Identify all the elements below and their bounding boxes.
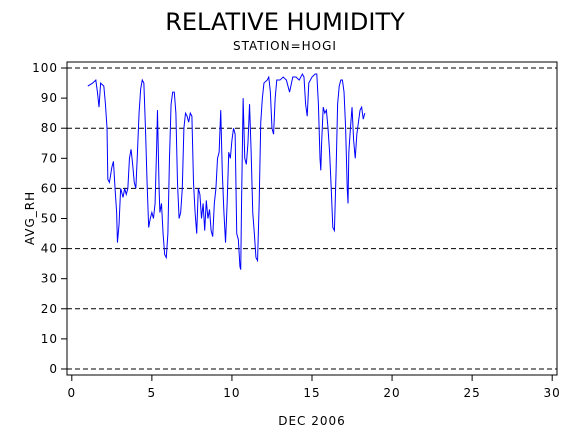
x-tick-label: 30 bbox=[544, 386, 561, 400]
x-tick-label: 20 bbox=[383, 386, 400, 400]
y-tick-label: 30 bbox=[41, 272, 58, 286]
y-tick-label: 10 bbox=[41, 332, 58, 346]
chart-subtitle: STATION=HOGI bbox=[233, 39, 337, 53]
y-tick-label: 40 bbox=[41, 242, 58, 256]
x-axis-label: DEC 2006 bbox=[278, 414, 346, 428]
x-tick-label: 10 bbox=[223, 386, 240, 400]
y-tick-label: 0 bbox=[49, 362, 58, 376]
data-line bbox=[87, 72, 366, 270]
plot-frame bbox=[66, 61, 558, 376]
y-tick-label: 80 bbox=[41, 121, 58, 135]
chart-title: RELATIVE HUMIDITY bbox=[165, 8, 405, 36]
x-tick-label: 15 bbox=[303, 386, 320, 400]
x-tick-label: 5 bbox=[148, 386, 157, 400]
y-tick-label: 90 bbox=[41, 91, 58, 105]
y-tick-label: 60 bbox=[41, 181, 58, 195]
y-axis-label: AVG_RH bbox=[23, 191, 37, 245]
x-tick-label: 0 bbox=[67, 386, 76, 400]
y-tick-label: 100 bbox=[32, 61, 58, 75]
y-tick-label: 20 bbox=[41, 302, 58, 316]
y-tick-label: 50 bbox=[41, 212, 58, 226]
y-tick-label: 70 bbox=[41, 151, 58, 165]
x-tick-label: 25 bbox=[463, 386, 480, 400]
